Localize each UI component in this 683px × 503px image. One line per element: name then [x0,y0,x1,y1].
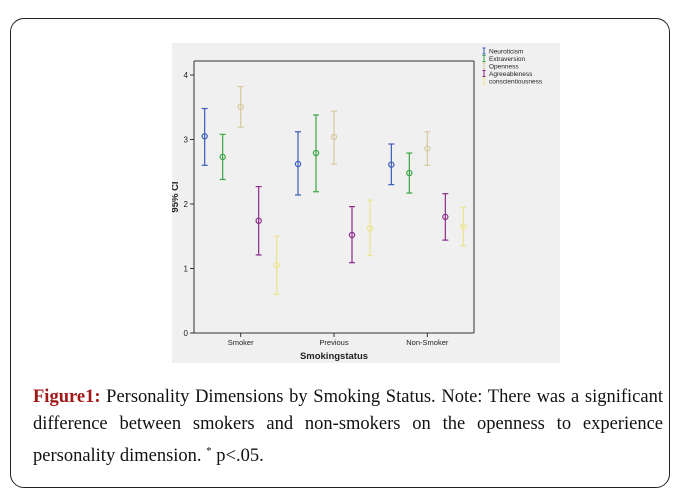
y-axis-label: 95% CI [172,181,181,212]
mean-point [273,262,280,269]
mean-point [237,103,244,110]
legend-entry: Extraversion [489,56,526,63]
x-tick-label: Smoker [228,338,254,347]
x-tick-label: Non-Smoker [406,338,449,347]
x-tick-label: Previous [319,338,348,347]
legend-entry: Openness [489,64,519,71]
legend-entry: Neuroticism [489,49,523,56]
mean-point [330,133,338,141]
mean-point [312,149,320,157]
caption-text: Personality Dimensions by Smoking Status… [33,387,663,467]
caption-tail: p<.05. [211,446,264,467]
caption-superscript: * [206,445,212,457]
mean-point [201,133,208,140]
y-tick-label: 0 [184,329,189,338]
mean-point [294,160,302,168]
mean-point [366,225,374,232]
caption-label: Figure1: [33,387,101,407]
mean-point [255,217,262,224]
mean-point [424,145,431,152]
legend-entry: conscientiousness [489,79,543,86]
y-tick-label: 3 [184,136,189,145]
figure-caption: Figure1: Personality Dimensions by Smoki… [33,384,663,470]
mean-point [219,153,226,161]
figure-frame: 0 1 2 3 4 95% CI Smoker Previous Non-Smoker Smoki… [10,18,670,488]
error-bar-chart: 0 1 2 3 4 95% CI Smoker Previous Non-Smoker Smoki… [172,47,543,362]
mean-point [388,161,395,168]
y-tick-label: 2 [184,200,189,209]
mean-point [460,223,467,230]
legend-entry: Agreeableness [489,71,533,78]
x-axis-label: Smokingstatus [300,351,368,362]
mean-point [442,213,449,221]
y-tick-label: 4 [184,71,189,80]
mean-point [406,169,413,177]
mean-point [348,231,356,239]
chart-panel: 0 1 2 3 4 95% CI Smoker Previous Non-Smoker Smoki… [172,43,560,363]
y-tick-label: 1 [184,265,189,274]
